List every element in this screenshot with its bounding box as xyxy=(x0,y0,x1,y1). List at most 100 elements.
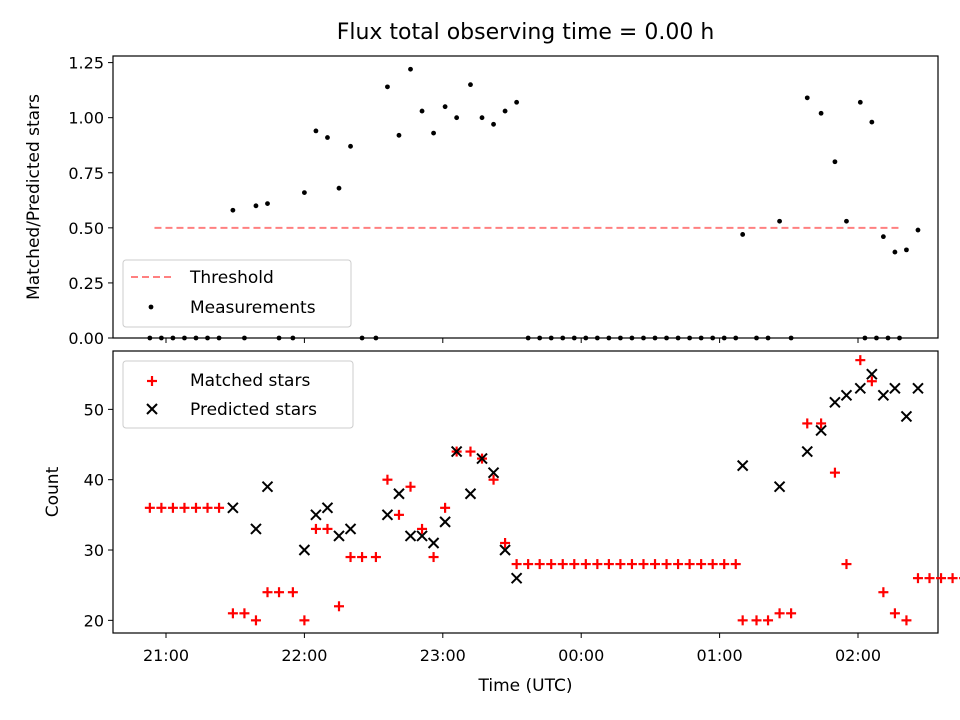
predicted-star-point xyxy=(829,396,841,409)
predicted-star-stroke xyxy=(310,509,322,521)
matched-star-point xyxy=(592,559,603,570)
measurement-point xyxy=(832,159,838,165)
matched-star-point xyxy=(557,559,568,570)
predicted-star-point xyxy=(298,544,311,556)
measurement-point xyxy=(594,335,600,341)
matched-star-point xyxy=(262,587,273,598)
legend-predicted-swatch xyxy=(146,403,158,415)
measurement-point xyxy=(788,335,794,341)
matched-star-point xyxy=(202,502,213,513)
measurement-point xyxy=(537,335,543,341)
matched-star-point xyxy=(866,376,877,387)
matched-star-point xyxy=(751,615,762,626)
legend-matched-swatch xyxy=(147,376,157,386)
predicted-star-stroke xyxy=(146,403,158,415)
matched-star-point xyxy=(673,559,684,570)
matched-star-point xyxy=(719,559,730,570)
predicted-star-point xyxy=(487,466,500,479)
legend-predicted-label: Predicted stars xyxy=(190,400,317,420)
matched-star-point xyxy=(661,559,672,570)
matched-star-point xyxy=(730,559,741,570)
matched-star-point xyxy=(855,355,866,366)
predicted-star-stroke xyxy=(393,488,405,500)
predicted-star-stroke xyxy=(404,530,417,542)
predicted-star-stroke xyxy=(900,410,913,423)
panel-1-ytick-label: 0.00 xyxy=(68,329,104,348)
predicted-star-point xyxy=(877,389,890,402)
measurement-point xyxy=(442,104,448,110)
measurement-point xyxy=(862,335,868,341)
predicted-star-stroke xyxy=(866,368,878,380)
predicted-star-point xyxy=(912,382,924,394)
predicted-star-stroke xyxy=(381,509,394,521)
matched-star-point xyxy=(786,608,797,619)
matched-star-point xyxy=(428,552,439,563)
matched-star-point xyxy=(156,502,167,513)
measurement-point xyxy=(193,335,199,341)
predicted-star-point xyxy=(773,481,786,493)
matched-star-point xyxy=(912,573,923,584)
matched-star-point xyxy=(626,559,637,570)
legend-threshold-label: Threshold xyxy=(189,268,274,288)
measurement-point xyxy=(359,335,365,341)
measurement-point xyxy=(454,115,460,121)
panel-2-legend xyxy=(122,360,354,429)
measurement-point xyxy=(652,335,658,341)
predicted-star-point xyxy=(900,410,913,423)
predicted-star-stroke xyxy=(815,424,827,437)
measurement-point xyxy=(313,128,319,134)
matched-star-point xyxy=(179,502,190,513)
matched-star-point xyxy=(638,559,649,570)
matched-star-point xyxy=(534,559,545,570)
measurement-point xyxy=(664,335,669,341)
measurement-point xyxy=(408,66,413,72)
measurement-point xyxy=(514,99,520,105)
measurement-point xyxy=(857,99,863,105)
matched-star-point xyxy=(737,615,748,626)
measurement-point xyxy=(560,335,566,341)
predicted-star-point xyxy=(250,523,262,535)
measurement-point xyxy=(502,108,508,114)
matched-star-point xyxy=(511,559,522,570)
panel-2-xtick-label: 22:00 xyxy=(281,646,327,665)
predicted-star-point xyxy=(404,530,417,542)
predicted-star-point xyxy=(310,509,322,521)
matched-star-point xyxy=(936,573,947,584)
predicted-star-point xyxy=(393,488,405,500)
predicted-star-stroke xyxy=(773,481,786,493)
matched-star-point xyxy=(841,559,852,570)
predicted-star-stroke xyxy=(801,445,813,458)
measurement-point xyxy=(348,143,353,149)
predicted-star-point xyxy=(416,530,428,542)
measurement-point xyxy=(548,335,554,341)
matched-star-point xyxy=(287,587,298,598)
predicted-star-stroke xyxy=(499,544,511,556)
predicted-star-point xyxy=(321,502,334,514)
measurement-point xyxy=(765,335,771,341)
measurement-point xyxy=(740,232,746,237)
predicted-star-stroke xyxy=(889,382,901,394)
matched-star-point xyxy=(615,559,626,570)
measurement-point xyxy=(874,335,879,341)
chart-title: Flux total observing time = 0.00 h xyxy=(336,20,715,45)
predicted-star-point xyxy=(510,572,523,584)
measurement-point xyxy=(265,201,270,207)
panel-2-ytick-label: 50 xyxy=(84,400,104,419)
measurement-point xyxy=(290,335,296,341)
measurement-point xyxy=(721,335,727,341)
predicted-star-point xyxy=(464,488,477,500)
matched-star-point xyxy=(684,559,695,570)
measurement-point xyxy=(276,335,282,341)
matched-star-point xyxy=(393,509,404,520)
measurement-point xyxy=(897,335,902,341)
matched-star-point xyxy=(878,587,889,598)
predicted-star-stroke xyxy=(261,481,274,493)
matched-star-point xyxy=(334,601,344,612)
matched-star-point xyxy=(569,559,580,570)
measurement-point xyxy=(885,335,891,341)
measurement-point xyxy=(804,95,810,101)
matched-star-point xyxy=(214,502,225,513)
panel-1-ytick-label: 1.00 xyxy=(68,109,104,128)
